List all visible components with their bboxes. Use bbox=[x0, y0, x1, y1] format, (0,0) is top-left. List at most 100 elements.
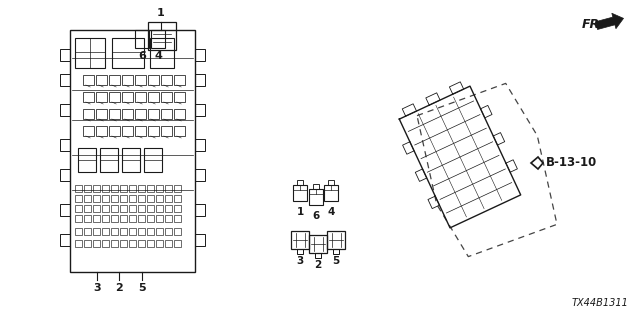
Bar bbox=[151, 30, 165, 48]
Bar bbox=[156, 205, 163, 212]
Bar bbox=[75, 240, 82, 247]
Bar bbox=[309, 235, 327, 253]
Bar bbox=[109, 109, 120, 119]
Bar bbox=[297, 180, 303, 185]
Bar bbox=[75, 228, 82, 235]
Bar bbox=[112, 38, 144, 68]
Bar bbox=[297, 249, 303, 254]
Bar bbox=[147, 92, 159, 102]
Bar bbox=[315, 253, 321, 258]
Bar bbox=[129, 185, 136, 192]
Text: 1: 1 bbox=[296, 207, 303, 217]
Bar bbox=[174, 185, 181, 192]
Bar bbox=[156, 215, 163, 222]
Bar bbox=[122, 126, 132, 136]
Bar bbox=[195, 234, 205, 246]
Bar bbox=[165, 185, 172, 192]
Bar bbox=[109, 92, 120, 102]
Bar bbox=[156, 240, 163, 247]
Bar bbox=[95, 109, 106, 119]
Bar bbox=[147, 195, 154, 202]
Bar bbox=[109, 126, 120, 136]
Bar bbox=[122, 148, 140, 172]
Bar bbox=[60, 49, 70, 61]
Bar bbox=[150, 38, 174, 68]
Bar bbox=[75, 215, 82, 222]
Bar bbox=[324, 185, 338, 201]
Bar bbox=[93, 228, 100, 235]
Text: 4: 4 bbox=[327, 207, 335, 217]
Bar bbox=[161, 75, 172, 85]
Bar bbox=[135, 30, 149, 48]
Bar bbox=[100, 148, 118, 172]
Bar bbox=[138, 195, 145, 202]
Text: 6: 6 bbox=[138, 51, 146, 61]
Bar bbox=[129, 228, 136, 235]
Polygon shape bbox=[595, 13, 623, 29]
Bar bbox=[109, 75, 120, 85]
Bar bbox=[102, 205, 109, 212]
Bar bbox=[147, 205, 154, 212]
Bar bbox=[102, 185, 109, 192]
Bar bbox=[93, 185, 100, 192]
Bar bbox=[291, 231, 309, 249]
Bar bbox=[138, 185, 145, 192]
Bar bbox=[78, 148, 96, 172]
Bar bbox=[95, 92, 106, 102]
Bar bbox=[120, 240, 127, 247]
Bar bbox=[161, 126, 172, 136]
Bar bbox=[156, 185, 163, 192]
Bar bbox=[147, 109, 159, 119]
Bar bbox=[129, 195, 136, 202]
Bar bbox=[93, 195, 100, 202]
Bar bbox=[102, 215, 109, 222]
Bar bbox=[165, 228, 172, 235]
Bar bbox=[60, 104, 70, 116]
Bar bbox=[84, 205, 91, 212]
Bar bbox=[173, 109, 184, 119]
Bar bbox=[174, 240, 181, 247]
Bar bbox=[83, 75, 93, 85]
Bar bbox=[156, 195, 163, 202]
Bar bbox=[84, 185, 91, 192]
Text: 2: 2 bbox=[314, 260, 322, 270]
Bar bbox=[165, 195, 172, 202]
Bar bbox=[84, 195, 91, 202]
Bar bbox=[328, 180, 334, 185]
Bar bbox=[147, 215, 154, 222]
Bar bbox=[93, 215, 100, 222]
Bar bbox=[75, 185, 82, 192]
Bar bbox=[83, 126, 93, 136]
Bar bbox=[102, 228, 109, 235]
Bar bbox=[134, 92, 145, 102]
Bar bbox=[148, 22, 176, 50]
Bar bbox=[173, 126, 184, 136]
Bar bbox=[111, 205, 118, 212]
Bar bbox=[120, 205, 127, 212]
Bar bbox=[111, 195, 118, 202]
Bar bbox=[134, 126, 145, 136]
Bar bbox=[75, 205, 82, 212]
Bar bbox=[147, 185, 154, 192]
Bar bbox=[138, 215, 145, 222]
Text: 5: 5 bbox=[138, 283, 146, 293]
Bar bbox=[84, 215, 91, 222]
Bar bbox=[147, 240, 154, 247]
Bar bbox=[134, 75, 145, 85]
Bar bbox=[144, 148, 162, 172]
Bar bbox=[95, 126, 106, 136]
Bar bbox=[75, 195, 82, 202]
Bar bbox=[327, 231, 345, 249]
Bar bbox=[174, 205, 181, 212]
Bar bbox=[120, 185, 127, 192]
Bar bbox=[313, 184, 319, 189]
Bar bbox=[122, 109, 132, 119]
Bar bbox=[60, 169, 70, 181]
Bar bbox=[161, 109, 172, 119]
Bar bbox=[93, 240, 100, 247]
Bar bbox=[120, 195, 127, 202]
Bar bbox=[93, 205, 100, 212]
Text: B-13-10: B-13-10 bbox=[546, 156, 597, 170]
Bar bbox=[147, 75, 159, 85]
Bar bbox=[102, 195, 109, 202]
